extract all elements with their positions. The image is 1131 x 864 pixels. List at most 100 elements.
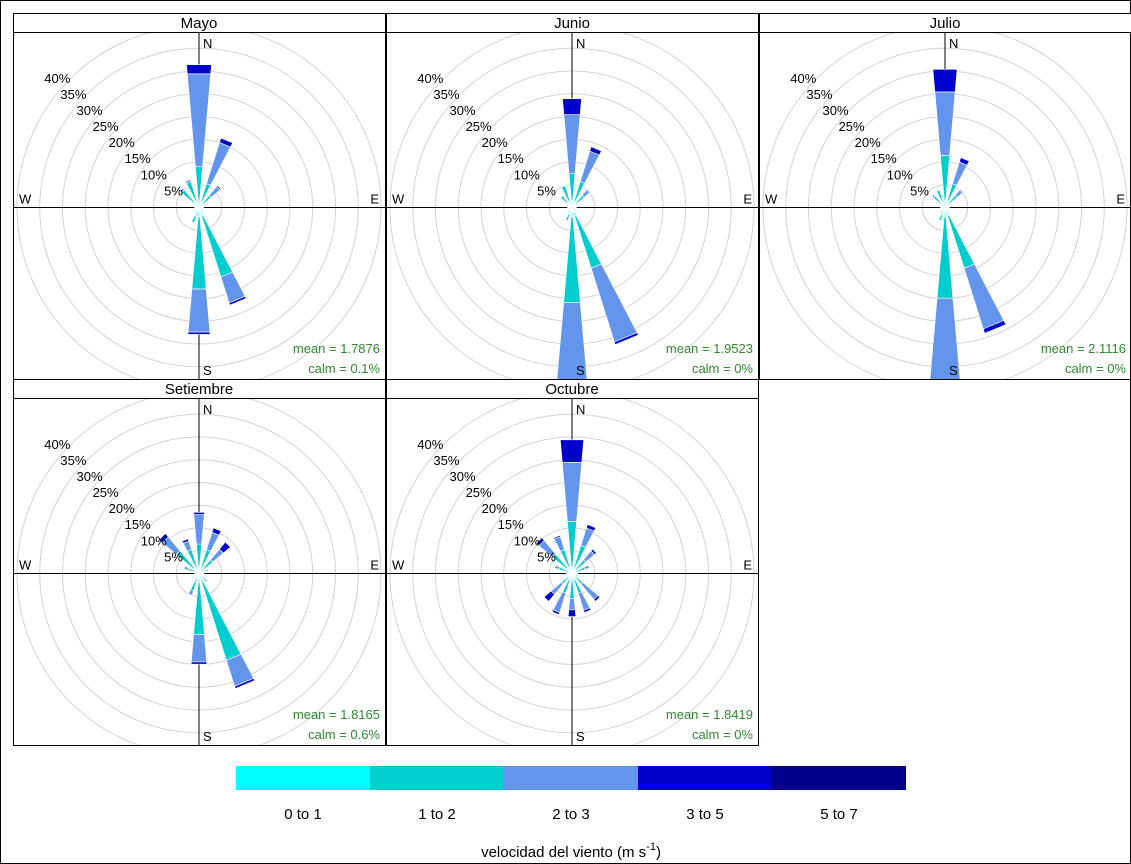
radial-tick-label: 25% — [466, 119, 492, 134]
radial-tick-value: 5 — [537, 183, 544, 198]
radial-tick-value: 30 — [76, 469, 90, 484]
mean-label: mean = 1.9523 — [666, 341, 753, 356]
petal-e-bin1 — [575, 572, 579, 575]
radial-tick-suffix: % — [75, 87, 87, 102]
petal-ene-bin1 — [202, 203, 206, 207]
compass-s: S — [576, 363, 585, 378]
radial-tick-suffix: % — [917, 183, 929, 198]
petal-ssw-bin1 — [191, 215, 197, 224]
petal-nw-bin3 — [535, 537, 545, 547]
radial-tick-suffix: % — [139, 517, 151, 532]
radial-tick-label: 15% — [871, 151, 897, 166]
panel-title: Junio — [554, 15, 590, 32]
petal-nnw-bin1 — [561, 185, 571, 202]
radial-tick-suffix: % — [885, 151, 897, 166]
compass-n: N — [576, 402, 585, 417]
petal-s-bin2 — [190, 634, 208, 663]
radial-tick-value: 25 — [466, 485, 480, 500]
radial-tick-value: 40 — [44, 437, 58, 452]
petal-se-bin3 — [593, 594, 601, 602]
panel-title: Mayo — [181, 15, 218, 32]
radial-tick-suffix: % — [432, 437, 444, 452]
petal-nw-bin3 — [158, 532, 169, 544]
radial-tick-suffix: % — [480, 485, 492, 500]
radial-tick-suffix: % — [512, 517, 524, 532]
petal-ssw-bin1 — [938, 213, 944, 221]
radial-tick-suffix: % — [853, 119, 865, 134]
petal-w-bin1 — [940, 206, 942, 209]
radial-tick-value: 15 — [125, 151, 139, 166]
calm-label: calm = 0% — [692, 361, 753, 376]
petal-e-bin1 — [202, 206, 204, 209]
petal-sse-bin3 — [228, 295, 247, 306]
radial-tick-label: 15% — [125, 517, 151, 532]
radial-tick-value: 20 — [482, 135, 496, 150]
petal-s-bin2 — [929, 297, 961, 379]
radial-tick-suffix: % — [107, 119, 119, 134]
petal-ene-bin1 — [574, 204, 577, 207]
radial-tick-value: 35 — [433, 453, 447, 468]
radial-tick-label: 20% — [109, 501, 135, 516]
petal-ne-bin3 — [586, 188, 591, 194]
radial-tick-suffix: % — [869, 135, 881, 150]
petal-ese-bin1 — [201, 208, 204, 211]
radial-tick-label: 25% — [93, 119, 119, 134]
radial-tick-label: 5% — [164, 549, 183, 564]
legend-title: velocidad del viento (m s-1) — [481, 841, 661, 861]
radial-tick-suffix: % — [480, 119, 492, 134]
radial-tick-value: 10 — [514, 167, 528, 182]
panel-plot: 5%10%15%20%25%30%35%40%NSW E — [13, 32, 385, 379]
radial-tick-suffix: % — [91, 469, 103, 484]
petal-s-bin2 — [187, 288, 211, 333]
radial-tick-suffix: % — [155, 533, 167, 548]
petal-w-bin1 — [194, 572, 196, 575]
compass-e: E — [743, 192, 752, 207]
radial-tick-suffix: % — [155, 167, 167, 182]
radial-tick-label: 40% — [417, 71, 443, 86]
petal-sw-bin1 — [939, 209, 943, 214]
petal-s-bin3 — [567, 609, 577, 617]
radial-tick-label: 10% — [514, 167, 540, 182]
compass-w: W — [392, 192, 405, 207]
radial-tick-suffix: % — [528, 533, 540, 548]
radial-tick-suffix: % — [544, 183, 556, 198]
radial-tick-value: 30 — [822, 103, 836, 118]
radial-tick-value: 30 — [449, 103, 463, 118]
radial-tick-value: 10 — [141, 533, 155, 548]
radial-tick-value: 30 — [449, 469, 463, 484]
petal-ne-bin3 — [216, 185, 222, 191]
compass-w: W — [19, 192, 32, 207]
radial-tick-suffix: % — [496, 135, 508, 150]
petal-n-bin3 — [932, 69, 958, 93]
petal-ene-bin1 — [947, 204, 950, 207]
petal-w-bin1 — [567, 206, 569, 209]
petal-ne-bin3 — [959, 188, 964, 194]
petal-ne-bin3 — [590, 548, 597, 555]
radial-tick-suffix: % — [512, 151, 524, 166]
radial-tick-suffix: % — [901, 167, 913, 182]
radial-tick-value: 35 — [806, 87, 820, 102]
petal-nw-bin1 — [560, 195, 569, 205]
panel-frame — [759, 32, 1131, 380]
compass-w: W — [765, 192, 778, 207]
legend-swatch — [370, 766, 504, 790]
radial-tick-value: 20 — [109, 135, 123, 150]
radial-tick-suffix: % — [171, 549, 183, 564]
radial-tick-value: 5 — [537, 549, 544, 564]
petal-n-bin3 — [559, 439, 585, 463]
petal-se-bin1 — [201, 209, 205, 214]
mean-label: mean = 1.8419 — [666, 707, 753, 722]
radial-tick-label: 10% — [141, 167, 167, 182]
panel-frame — [13, 398, 386, 746]
petal-s-bin3 — [190, 661, 208, 665]
radial-tick-label: 35% — [433, 87, 459, 102]
radial-tick-value: 40 — [790, 71, 804, 86]
panel-plot: 5%10%15%20%25%30%35%40%NSW E — [386, 398, 758, 745]
radial-tick-suffix: % — [59, 437, 71, 452]
legend-swatch — [236, 766, 370, 790]
radial-tick-value: 5 — [910, 183, 917, 198]
compass-s: S — [203, 363, 212, 378]
radial-tick-suffix: % — [464, 103, 476, 118]
